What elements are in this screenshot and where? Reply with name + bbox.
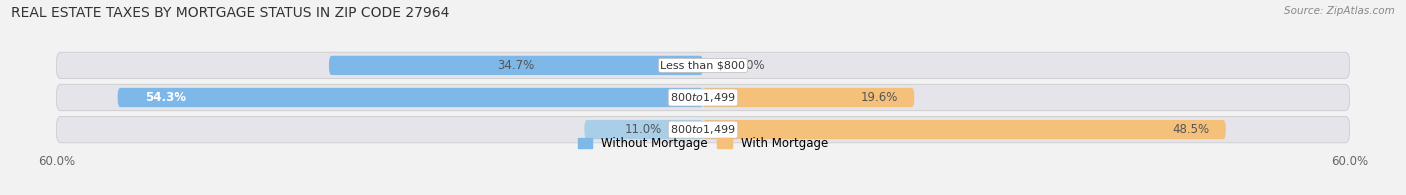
Text: 54.3%: 54.3% [145, 91, 186, 104]
FancyBboxPatch shape [118, 88, 703, 107]
FancyBboxPatch shape [56, 116, 1350, 143]
Text: 34.7%: 34.7% [498, 59, 534, 72]
Text: 19.6%: 19.6% [860, 91, 898, 104]
Text: 11.0%: 11.0% [626, 123, 662, 136]
FancyBboxPatch shape [329, 56, 703, 75]
FancyBboxPatch shape [585, 120, 703, 139]
FancyBboxPatch shape [703, 120, 1226, 139]
Text: Source: ZipAtlas.com: Source: ZipAtlas.com [1284, 6, 1395, 16]
Text: 0.0%: 0.0% [735, 59, 765, 72]
Text: $800 to $1,499: $800 to $1,499 [671, 123, 735, 136]
FancyBboxPatch shape [56, 84, 1350, 111]
Text: Less than $800: Less than $800 [661, 60, 745, 70]
Text: 48.5%: 48.5% [1173, 123, 1209, 136]
Text: REAL ESTATE TAXES BY MORTGAGE STATUS IN ZIP CODE 27964: REAL ESTATE TAXES BY MORTGAGE STATUS IN … [11, 6, 450, 20]
FancyBboxPatch shape [56, 52, 1350, 79]
Legend: Without Mortgage, With Mortgage: Without Mortgage, With Mortgage [574, 132, 832, 155]
Text: $800 to $1,499: $800 to $1,499 [671, 91, 735, 104]
FancyBboxPatch shape [703, 88, 914, 107]
